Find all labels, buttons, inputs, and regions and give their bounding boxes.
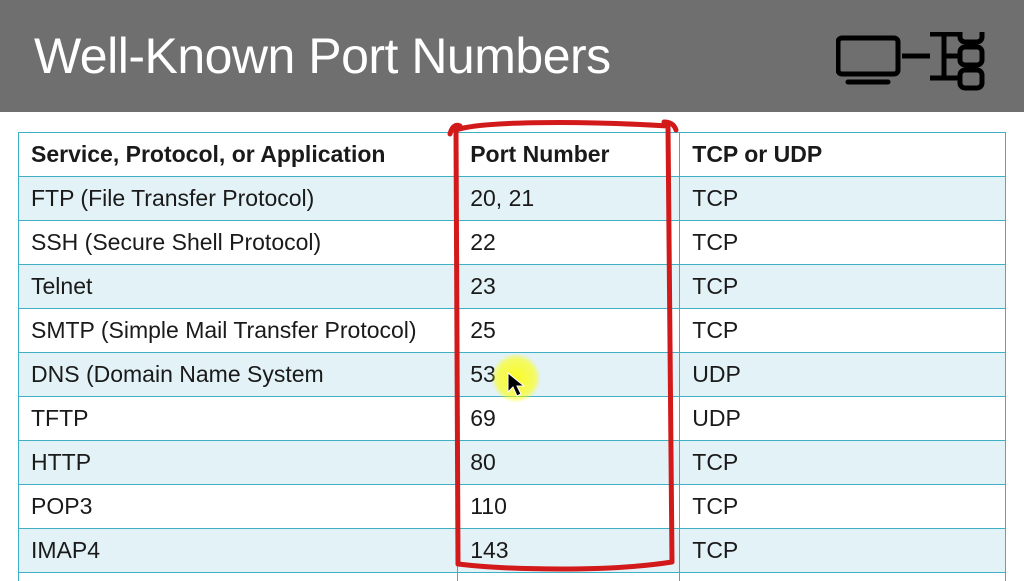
table-cell: 69 <box>458 397 680 441</box>
table-row: HTTPS443TCP <box>19 573 1006 581</box>
table-cell: TCP <box>680 309 1006 353</box>
table-header-row: Service, Protocol, or Application Port N… <box>19 133 1006 177</box>
col-header-proto: TCP or UDP <box>680 133 1006 177</box>
table-cell: Telnet <box>19 265 458 309</box>
table-row: HTTP80TCP <box>19 441 1006 485</box>
table-cell: UDP <box>680 397 1006 441</box>
table-cell: SSH (Secure Shell Protocol) <box>19 221 458 265</box>
table-container: Service, Protocol, or Application Port N… <box>0 112 1024 581</box>
table-cell: HTTP <box>19 441 458 485</box>
table-cell: TCP <box>680 221 1006 265</box>
table-cell: HTTPS <box>19 573 458 581</box>
table-cell: 25 <box>458 309 680 353</box>
table-cell: TCP <box>680 529 1006 573</box>
table-cell: 53 <box>458 353 680 397</box>
table-cell: 20, 21 <box>458 177 680 221</box>
table-cell: 80 <box>458 441 680 485</box>
table-cell: TCP <box>680 265 1006 309</box>
table-row: FTP (File Transfer Protocol)20, 21TCP <box>19 177 1006 221</box>
table-cell: 443 <box>458 573 680 581</box>
table-row: TFTP69UDP <box>19 397 1006 441</box>
table-cell: 22 <box>458 221 680 265</box>
col-header-service: Service, Protocol, or Application <box>19 133 458 177</box>
slide-header: Well-Known Port Numbers <box>0 0 1024 112</box>
ports-table: Service, Protocol, or Application Port N… <box>18 132 1006 581</box>
table-cell: TCP <box>680 177 1006 221</box>
table-cell: TFTP <box>19 397 458 441</box>
table-cell: POP3 <box>19 485 458 529</box>
table-cell: 23 <box>458 265 680 309</box>
table-cell: TCP <box>680 573 1006 581</box>
table-cell: DNS (Domain Name System <box>19 353 458 397</box>
slide-title: Well-Known Port Numbers <box>34 27 611 85</box>
table-cell: 110 <box>458 485 680 529</box>
table-cell: SMTP (Simple Mail Transfer Protocol) <box>19 309 458 353</box>
table-cell: UDP <box>680 353 1006 397</box>
table-row: IMAP4143TCP <box>19 529 1006 573</box>
table-cell: TCP <box>680 485 1006 529</box>
table-cell: TCP <box>680 441 1006 485</box>
network-icon <box>836 32 996 99</box>
col-header-port: Port Number <box>458 133 680 177</box>
table-row: SMTP (Simple Mail Transfer Protocol)25TC… <box>19 309 1006 353</box>
table-row: DNS (Domain Name System53UDP <box>19 353 1006 397</box>
table-cell: IMAP4 <box>19 529 458 573</box>
table-row: SSH (Secure Shell Protocol)22TCP <box>19 221 1006 265</box>
table-cell: 143 <box>458 529 680 573</box>
table-row: POP3110TCP <box>19 485 1006 529</box>
table-cell: FTP (File Transfer Protocol) <box>19 177 458 221</box>
table-row: Telnet23TCP <box>19 265 1006 309</box>
